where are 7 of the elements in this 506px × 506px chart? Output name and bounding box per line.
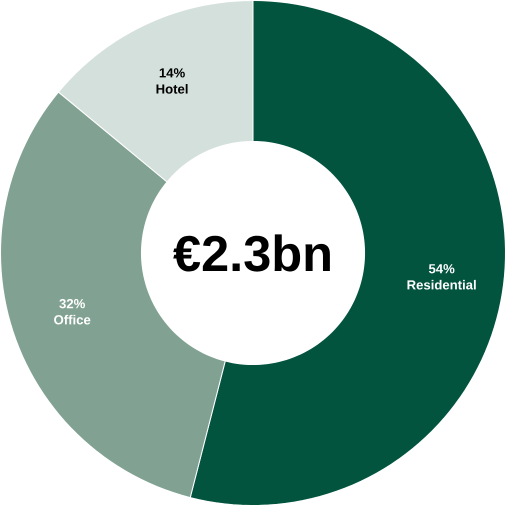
data-label: 14%: [160, 68, 185, 78]
text: €2.3bn: [173, 234, 330, 272]
slice-label: Hotel: [156, 84, 188, 94]
data-label: 54%: [428, 264, 454, 274]
data-label: 32%: [59, 299, 85, 308]
slice-label: Office: [54, 314, 90, 324]
slice-label: Residential: [407, 280, 476, 290]
